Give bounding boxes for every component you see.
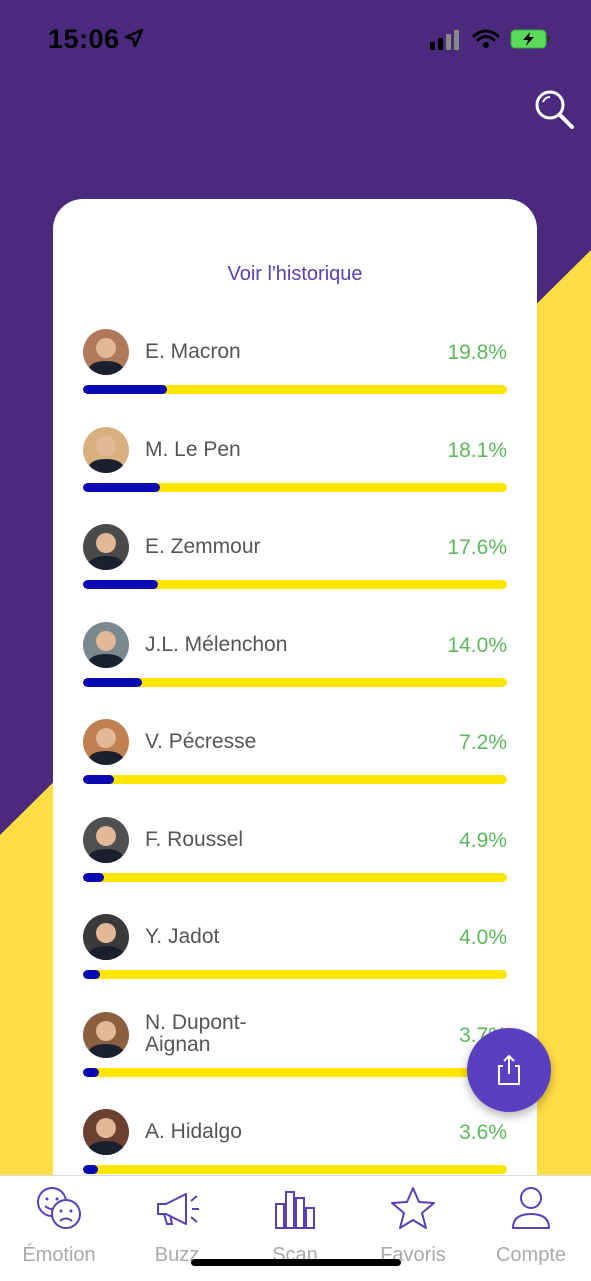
candidate-row[interactable]: N. Dupont- Aignan 3.7% bbox=[83, 1010, 507, 1092]
wifi-icon bbox=[472, 29, 500, 48]
status-bar: 15:06 bbox=[0, 0, 591, 80]
candidate-bar bbox=[83, 385, 507, 394]
tab-buzz[interactable]: Buzz bbox=[118, 1176, 236, 1281]
candidate-avatar bbox=[83, 1109, 129, 1155]
candidate-percent: 17.6% bbox=[447, 536, 507, 559]
tab-label: Buzz bbox=[154, 1244, 200, 1266]
candidate-avatar bbox=[83, 914, 129, 960]
candidate-bar-fill bbox=[83, 677, 143, 687]
candidate-name: N. Dupont- Aignan bbox=[145, 1010, 247, 1056]
candidate-bar bbox=[83, 1165, 507, 1174]
star-icon bbox=[391, 1187, 435, 1229]
candidate-bar-fill bbox=[83, 385, 167, 394]
candidate-avatar bbox=[83, 621, 129, 668]
candidate-row[interactable]: A. Hidalgo 3.6% bbox=[83, 1109, 507, 1189]
candidate-bar-fill bbox=[83, 1067, 99, 1077]
candidate-bar-fill bbox=[83, 872, 104, 882]
candidate-avatar bbox=[83, 329, 129, 375]
status-time: 15:06 bbox=[48, 24, 120, 54]
candidate-name: E. Zemmour bbox=[145, 535, 261, 558]
battery-icon bbox=[510, 29, 550, 49]
tab-emotion[interactable]: Émotion bbox=[0, 1176, 118, 1281]
candidate-percent: 4.9% bbox=[459, 828, 507, 852]
candidate-row[interactable]: M. Le Pen 18.1% bbox=[83, 426, 507, 507]
megaphone-icon bbox=[157, 1193, 199, 1225]
candidate-name: Y. Jadot bbox=[145, 925, 220, 948]
candidate-bar-fill bbox=[83, 1165, 99, 1174]
candidate-bar-fill bbox=[83, 775, 114, 784]
candidate-bar bbox=[83, 677, 507, 687]
candidate-avatar bbox=[83, 719, 129, 765]
candidate-bar bbox=[83, 775, 507, 784]
candidate-percent: 3.6% bbox=[459, 1121, 507, 1144]
candidate-name: M. Le Pen bbox=[145, 437, 241, 461]
candidate-bar bbox=[83, 580, 507, 589]
candidate-avatar bbox=[83, 816, 129, 863]
candidate-row[interactable]: Y. Jadot 4.0% bbox=[83, 914, 507, 994]
candidate-bar-fill bbox=[83, 970, 100, 979]
share-button[interactable] bbox=[467, 1028, 551, 1112]
candidate-bar bbox=[83, 482, 507, 492]
candidate-bar bbox=[83, 970, 507, 979]
user-icon bbox=[512, 1187, 550, 1229]
emotion-faces-icon bbox=[37, 1187, 81, 1229]
candidate-bar-fill bbox=[83, 482, 160, 492]
tab-label: Compte bbox=[495, 1244, 567, 1266]
results-card: Voir l'historique E. Macron 19.8% M. Le Pe… bbox=[53, 199, 537, 1209]
candidate-percent: 18.1% bbox=[447, 438, 507, 462]
candidate-name: J.L. Mélenchon bbox=[145, 632, 288, 656]
candidate-row[interactable]: J.L. Mélenchon 14.0% bbox=[83, 621, 507, 702]
candidate-name: E. Macron bbox=[145, 340, 241, 363]
candidate-avatar bbox=[83, 426, 129, 473]
candidate-row[interactable]: V. Pécresse 7.2% bbox=[83, 719, 507, 799]
candidate-bar-fill bbox=[83, 580, 158, 589]
history-link[interactable]: Voir l'historique bbox=[227, 263, 363, 285]
candidate-name: A. Hidalgo bbox=[145, 1120, 242, 1143]
candidate-avatar bbox=[83, 524, 129, 570]
candidate-percent: 19.8% bbox=[447, 341, 507, 364]
tab-compte[interactable]: Compte bbox=[472, 1176, 590, 1281]
tab-label: Émotion bbox=[22, 1244, 96, 1266]
search-icon[interactable] bbox=[533, 88, 575, 130]
candidate-percent: 7.2% bbox=[459, 731, 507, 754]
location-arrow-icon bbox=[124, 28, 144, 48]
candidate-bar bbox=[83, 872, 507, 882]
home-indicator bbox=[191, 1259, 401, 1266]
candidate-percent: 14.0% bbox=[447, 633, 507, 657]
candidate-percent: 4.0% bbox=[459, 926, 507, 949]
share-icon bbox=[498, 1054, 520, 1085]
candidate-name: F. Roussel bbox=[145, 827, 244, 851]
candidate-row[interactable]: E. Zemmour 17.6% bbox=[83, 524, 507, 604]
candidate-row[interactable]: F. Roussel 4.9% bbox=[83, 816, 507, 897]
candidate-bar bbox=[83, 1067, 507, 1077]
candidate-avatar bbox=[83, 1011, 129, 1058]
candidate-name: V. Pécresse bbox=[145, 730, 257, 753]
signal-icon bbox=[430, 30, 459, 50]
candidate-row[interactable]: E. Macron 19.8% bbox=[83, 329, 507, 409]
bar-chart-icon bbox=[275, 1191, 315, 1229]
